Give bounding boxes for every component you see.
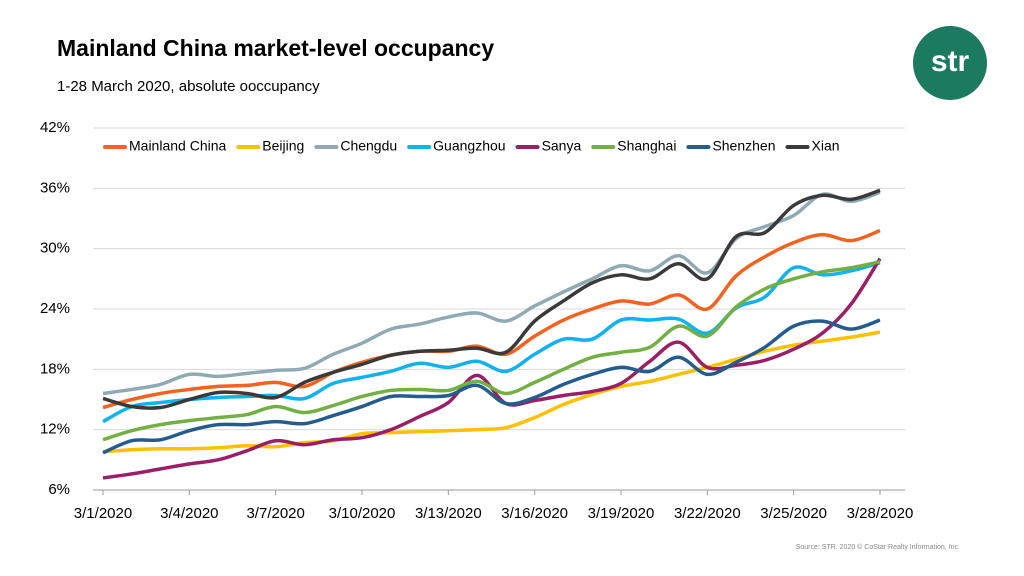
y-tick-label: 36% (40, 179, 70, 196)
y-tick-label: 12% (40, 421, 70, 438)
x-tick-label: 3/22/2020 (674, 505, 741, 522)
chart-title: Mainland China market-level occupancy (57, 35, 494, 61)
legend-label: Chengdu (340, 138, 397, 154)
chart-subtitle: 1-28 March 2020, absolute ooccupancy (57, 78, 320, 95)
series-line (102, 190, 881, 396)
legend-label: Xian (812, 138, 840, 154)
series-line (102, 318, 881, 455)
logo-badge (913, 26, 987, 100)
series-line (102, 261, 881, 424)
legend-label: Mainland China (129, 138, 226, 154)
y-tick-label: 42% (40, 119, 70, 136)
series-line (102, 188, 881, 410)
legend-label: Guangzhou (433, 138, 505, 154)
x-tick-label: 3/4/2020 (160, 505, 218, 522)
legend-label: Sanya (542, 138, 582, 154)
x-tick-label: 3/10/2020 (329, 505, 396, 522)
x-tick-label: 3/1/2020 (74, 505, 132, 522)
x-tick-label: 3/7/2020 (246, 505, 304, 522)
x-tick-label: 3/19/2020 (588, 505, 655, 522)
x-tick-label: 3/13/2020 (415, 505, 482, 522)
y-tick-label: 6% (48, 481, 70, 498)
legend-label: Beijing (262, 138, 304, 154)
x-tick-label: 3/16/2020 (501, 505, 568, 522)
y-tick-label: 18% (40, 360, 70, 377)
legend-label: Shenzhen (712, 138, 775, 154)
y-tick-label: 24% (40, 300, 70, 317)
y-tick-label: 30% (40, 240, 70, 257)
legend-label: Shanghai (617, 138, 676, 154)
series-line (102, 260, 881, 442)
x-tick-label: 3/25/2020 (760, 505, 827, 522)
x-tick-label: 3/28/2020 (847, 505, 914, 522)
logo-text: str (931, 45, 970, 78)
source-note: Source: STR. 2020 © CoStar Realty Inform… (796, 543, 960, 551)
